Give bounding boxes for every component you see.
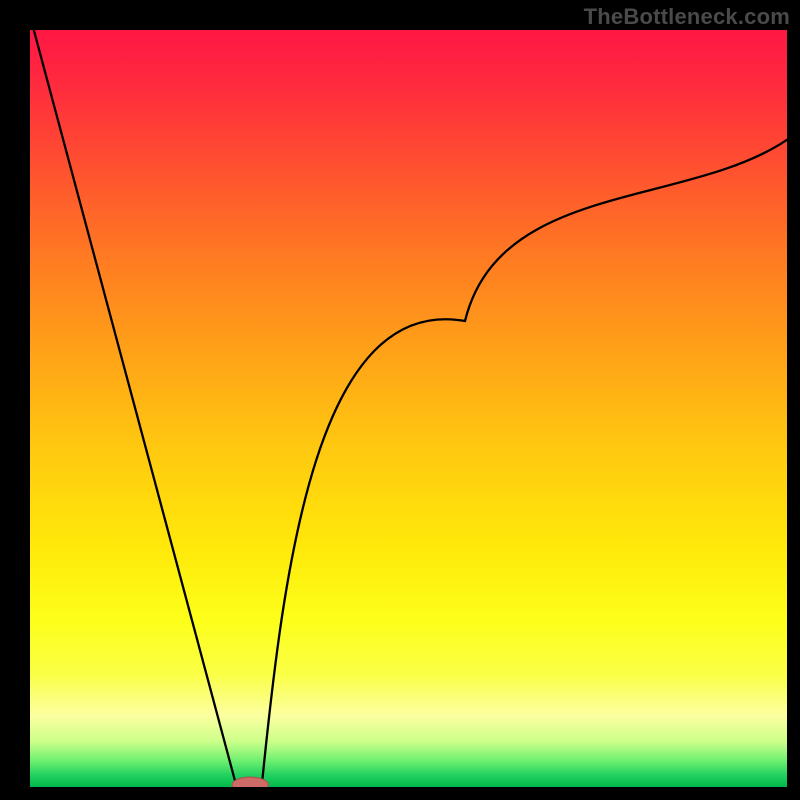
watermark-text: TheBottleneck.com xyxy=(584,4,790,30)
chart-frame: TheBottleneck.com xyxy=(0,0,800,800)
plot-area xyxy=(30,30,787,787)
chart-svg xyxy=(30,30,787,787)
chart-background xyxy=(30,30,787,787)
